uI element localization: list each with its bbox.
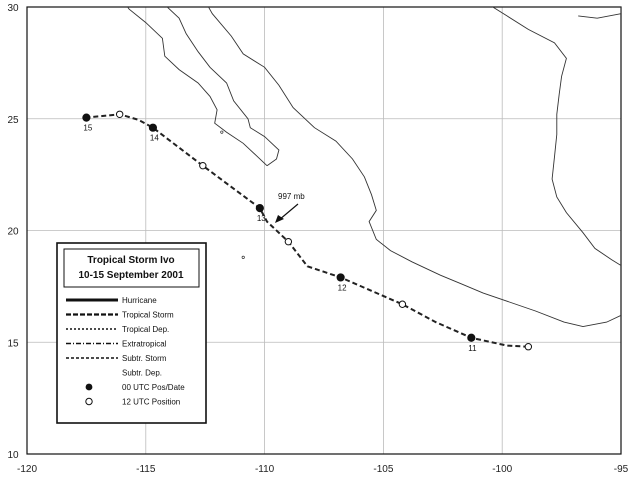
position-12utc-marker (199, 161, 207, 170)
legend-label: Tropical Dep. (122, 325, 169, 334)
position-00utc-marker (82, 113, 91, 122)
legend-label: 12 UTC Position (122, 398, 180, 407)
position-12utc-marker (284, 237, 293, 246)
x-tick-label: -110 (255, 464, 275, 475)
legend-label: Hurricane (122, 296, 157, 305)
y-tick-label: 25 (7, 115, 19, 126)
position-00utc-marker (336, 273, 345, 282)
legend-label: Subtr. Storm (122, 354, 167, 363)
legend-items: Hurricane Tropical Storm Tropical Dep. Extr… (66, 296, 185, 407)
legend-dot-open (85, 397, 93, 406)
legend-label: 00 UTC Pos/Date (122, 383, 185, 392)
y-tick-label: 15 (7, 338, 19, 349)
legend-dates: 10-15 September 2001 (78, 270, 184, 281)
coastline-segment (491, 7, 621, 267)
legend-title: Tropical Storm Ivo (87, 255, 174, 266)
x-tick-label: -100 (492, 464, 512, 475)
legend-label: Tropical Storm (122, 311, 174, 320)
position-12utc-marker (115, 110, 124, 118)
coastline (126, 7, 621, 328)
coastline-segment (126, 7, 268, 167)
date-label: 12 (338, 283, 347, 292)
coastline-segment (207, 7, 621, 328)
position-00utc-marker (148, 123, 158, 132)
position-00utc-marker (467, 333, 476, 342)
x-tick-label: -120 (17, 464, 37, 475)
position-00utc-marker (255, 204, 264, 213)
date-label: 14 (150, 134, 159, 143)
x-tick-label: -115 (136, 464, 156, 475)
y-tick-label: 20 (7, 227, 19, 238)
x-tick-label: -105 (373, 464, 393, 475)
coastline-segment (578, 7, 621, 19)
legend-box: Tropical Storm Ivo 10-15 September 2001 … (56, 242, 207, 424)
map-frame (26, 6, 622, 455)
legend-label: Subtr. Dep. (122, 369, 162, 378)
date-label: 15 (83, 124, 92, 133)
y-tick-label: 30 (7, 3, 19, 14)
pressure-arrow (278, 203, 299, 221)
coastline-segment (166, 7, 280, 167)
legend-label: Extratropical (122, 340, 167, 349)
date-label: 13 (257, 214, 266, 223)
island (220, 130, 224, 134)
y-tick-label: 10 (7, 450, 19, 461)
position-12utc-marker (398, 300, 407, 308)
x-tick-label: -95 (614, 464, 629, 475)
axis-ticks: -120 -115 -110 -105 -100 -95 10 15 20 25 30 (7, 3, 628, 475)
date-label: 11 (468, 344, 477, 353)
legend-dot-filled (85, 383, 93, 391)
position-markers: 11 12 13 14 15 (82, 110, 533, 353)
position-12utc-marker (524, 343, 533, 351)
pressure-annotation: 997 mb (275, 192, 305, 223)
pressure-arrowhead (275, 215, 284, 223)
island (241, 255, 245, 259)
min-pressure-label: 997 mb (278, 192, 305, 201)
